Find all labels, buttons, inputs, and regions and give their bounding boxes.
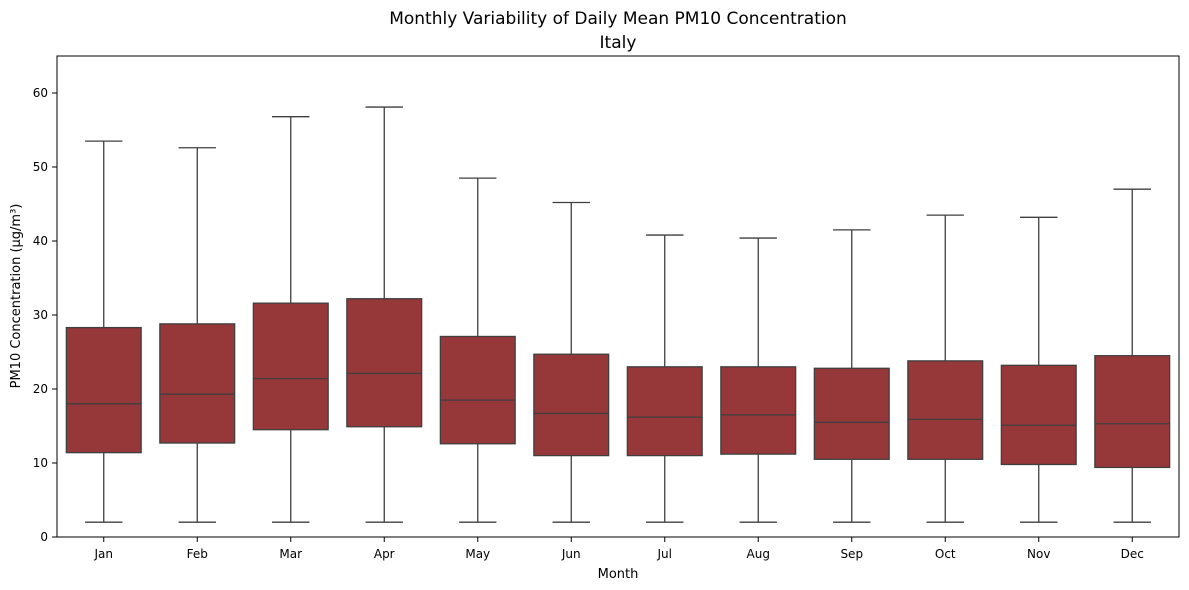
iqr-box: [65, 326, 142, 454]
box-group: [65, 106, 1171, 523]
y-tick-label: 20: [33, 382, 48, 396]
iqr-box: [813, 367, 890, 460]
iqr-box: [346, 298, 423, 428]
y-tick-label: 30: [33, 308, 48, 322]
plot-frame: [56, 55, 1180, 538]
iqr-box: [720, 366, 797, 455]
x-tick-label: Dec: [1121, 547, 1144, 561]
y-axis: 0 10 20 30 40 50 60: [33, 86, 57, 544]
box-may: [439, 177, 516, 523]
x-tick-label: Mar: [279, 547, 302, 561]
x-tick-label: Feb: [187, 547, 208, 561]
x-axis-label: Month: [598, 567, 639, 582]
box-apr: [346, 106, 423, 523]
chart-title: Monthly Variability of Daily Mean PM10 C…: [389, 9, 847, 29]
y-tick-label: 40: [33, 234, 48, 248]
x-tick-label: Jan: [94, 547, 114, 561]
box-mar: [252, 116, 329, 523]
iqr-box: [626, 366, 703, 457]
iqr-box: [1094, 355, 1171, 469]
box-nov: [1000, 216, 1077, 523]
iqr-box: [533, 353, 610, 457]
x-axis: Jan Feb Mar Apr May Jun Jul Aug Sep Oct Nov Dec: [94, 537, 1144, 561]
x-tick-label: Oct: [935, 547, 956, 561]
box-sep: [813, 229, 890, 523]
x-tick-label: Jul: [657, 547, 672, 561]
x-tick-label: May: [465, 547, 490, 561]
box-jan: [65, 140, 142, 523]
y-axis-label: PM10 Concentration (µg/m³): [9, 204, 24, 389]
y-tick-label: 0: [40, 530, 48, 544]
x-tick-label: Aug: [747, 547, 770, 561]
chart-subtitle: Italy: [600, 33, 637, 53]
iqr-box: [439, 335, 516, 445]
box-aug: [720, 237, 797, 523]
box-jul: [626, 234, 703, 523]
iqr-box: [252, 302, 329, 431]
iqr-box: [1000, 364, 1077, 466]
y-tick-label: 10: [33, 456, 48, 470]
iqr-box: [907, 360, 984, 460]
iqr-box: [159, 323, 236, 444]
x-tick-label: Sep: [840, 547, 863, 561]
x-tick-label: Jun: [561, 547, 581, 561]
x-tick-label: Nov: [1027, 547, 1050, 561]
x-tick-label: Apr: [374, 547, 395, 561]
y-tick-label: 50: [33, 160, 48, 174]
box-dec: [1094, 188, 1171, 523]
box-jun: [533, 201, 610, 523]
y-tick-label: 60: [33, 86, 48, 100]
box-oct: [907, 214, 984, 523]
box-feb: [159, 147, 236, 523]
